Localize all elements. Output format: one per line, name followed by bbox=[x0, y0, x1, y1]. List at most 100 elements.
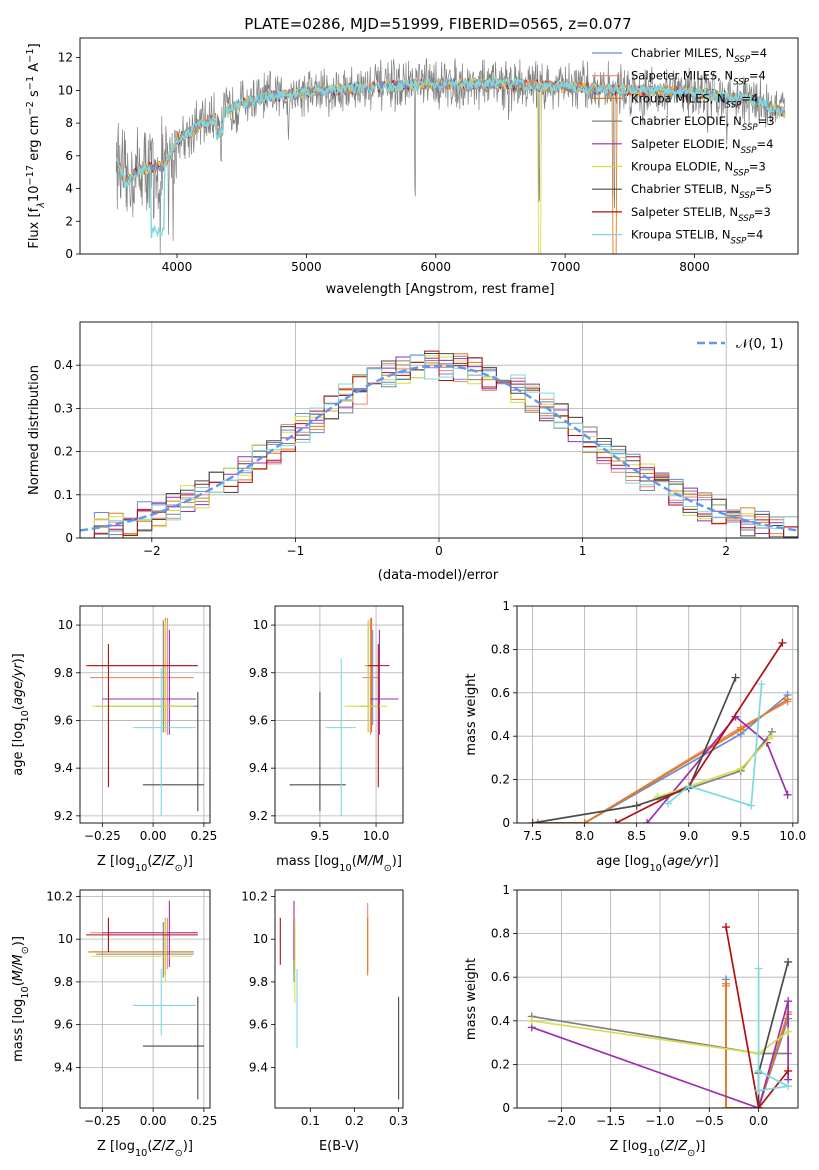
age_vs_Z-axes: −0.25 0.00 0.25 9.2 9.4 9.6 9.8 10 Z [log10(Z/Z⊙… bbox=[11, 605, 218, 874]
weight_vs_age-ytick-label: 0.4 bbox=[491, 729, 510, 743]
age_vs_mass-frame bbox=[274, 605, 404, 824]
residuals-ytick-label: 0.2 bbox=[54, 445, 73, 459]
age_vs_Z-xlabel: Z [log10(Z/Z⊙)] bbox=[97, 854, 193, 874]
residuals-panel: −2 −1 0 1 2 0 0.1 0.2 0.3 0.4 (data-model)/error No… bbox=[27, 321, 799, 583]
age_vs_Z-ytick-label: 10 bbox=[58, 618, 73, 632]
spectrum-ytick-label: 2 bbox=[65, 214, 73, 228]
spectrum-legend: Chabrier MILES, NSSP=4 Salpeter MILES, NS… bbox=[592, 46, 775, 247]
weight-marker-chabrier_stelib bbox=[784, 957, 793, 966]
weight-marker-kroupa_stelib bbox=[754, 1086, 763, 1095]
errorbar-salpeter_stelib bbox=[86, 917, 198, 952]
residuals-ylabel: Normed distribution bbox=[27, 365, 42, 495]
weight-marker-kroupa_miles bbox=[722, 979, 731, 988]
weight_vs_age-ylabel: mass weight bbox=[464, 673, 479, 755]
weight_vs_age-xtick-label: 9.5 bbox=[731, 829, 750, 843]
spectrum-frame bbox=[79, 37, 799, 255]
weight_vs_Z-ytick-label: 1 bbox=[502, 883, 510, 897]
weight_vs_Z-ylabel: mass weight bbox=[464, 958, 479, 1040]
weight_vs_Z-ytick-label: 0.8 bbox=[491, 927, 510, 941]
residuals-frame bbox=[79, 321, 799, 539]
residuals-xtick-label: 2 bbox=[722, 544, 730, 558]
mass_vs_Z-panel: −0.25 0.00 0.25 9.4 9.6 9.8 10 10.2 Z [log10(Z/Z… bbox=[11, 889, 217, 1158]
age_vs_mass-xtick-label: 9.5 bbox=[310, 829, 329, 843]
mass_vs_ebv-axes: 0.1 0.2 0.3 9.4 9.6 9.8 10 10.2 E(B-V) bbox=[241, 889, 408, 1154]
errorbar-chabrier_stelib bbox=[289, 691, 346, 812]
residuals-ytick-label: 0.1 bbox=[54, 488, 73, 502]
legend-label-salpeter_elodie: Salpeter ELODIE, NSSP=4 bbox=[631, 137, 773, 156]
legend-label-kroupa_stelib: Kroupa STELIB, NSSP=4 bbox=[631, 228, 763, 247]
weight-marker-chabrier_stelib bbox=[528, 819, 537, 823]
mass_vs_Z-xtick-label: −0.25 bbox=[84, 1114, 121, 1128]
weight-marker-salpeter_elodie bbox=[784, 997, 793, 1006]
residuals-xtick-label: 0 bbox=[435, 544, 443, 558]
mass_vs_ebv-plot-area bbox=[279, 900, 400, 1100]
mass_vs_Z-ytick-label: 10 bbox=[58, 932, 73, 946]
weight-marker-salpeter_elodie bbox=[643, 819, 652, 823]
mass_vs_ebv-xlabel: E(B-V) bbox=[319, 1139, 359, 1154]
age_vs_mass-xtick-label: 10.0 bbox=[363, 829, 390, 843]
age_vs_Z-xtick-label: 0.25 bbox=[191, 829, 218, 843]
spectrum-model-line-kroupa_elodie bbox=[115, 77, 786, 254]
age_vs_Z-ytick-label: 9.8 bbox=[54, 666, 73, 680]
spectrum-ytick-label: 4 bbox=[65, 182, 73, 196]
mass_vs_ebv-ytick-label: 10 bbox=[253, 932, 268, 946]
spectrum-xtick-label: 7000 bbox=[550, 260, 581, 274]
legend-label-kroupa_elodie: Kroupa ELODIE, NSSP=3 bbox=[631, 160, 766, 179]
weight_vs_Z-ytick-label: 0.6 bbox=[491, 970, 510, 984]
legend-label-chabrier_stelib: Chabrier STELIB, NSSP=5 bbox=[631, 182, 772, 201]
weight_vs_Z-xtick-label: 0.0 bbox=[749, 1114, 768, 1128]
weight_vs_Z-xlabel: Z [log10(Z/Z⊙)] bbox=[610, 1139, 706, 1159]
age_vs_Z-ytick-label: 9.4 bbox=[54, 761, 73, 775]
residuals-xlabel: (data-model)/error bbox=[378, 568, 499, 583]
weight-series-salpeter_stelib bbox=[722, 923, 793, 1108]
weight_vs_age-xtick-label: 7.5 bbox=[523, 829, 542, 843]
spectrum-model-line-kroupa_stelib bbox=[115, 77, 786, 239]
age_vs_Z-ylabel: age [log10(age/yr)] bbox=[11, 653, 31, 776]
spectrum-panel: 4000 5000 6000 7000 8000 0 2 4 6 8 10 12 wavelength … bbox=[25, 37, 799, 297]
residuals-axes: −2 −1 0 1 2 0 0.1 0.2 0.3 0.4 (data-model)/error No… bbox=[27, 321, 799, 583]
errorbar-salpeter_miles bbox=[90, 617, 194, 735]
age_vs_mass-ytick-label: 10 bbox=[253, 618, 268, 632]
legend-label-kroupa_miles: Kroupa MILES, NSSP=4 bbox=[631, 91, 758, 110]
weight-marker-salpeter_stelib bbox=[722, 923, 731, 932]
errorbar-salpeter_elodie bbox=[370, 629, 399, 735]
weight-series-salpeter_elodie bbox=[527, 997, 793, 1108]
gaussian-curve bbox=[80, 364, 798, 532]
residuals-ytick-label: 0 bbox=[65, 531, 73, 545]
errorbar-chabrier_stelib bbox=[142, 691, 204, 812]
weight-marker-salpeter_stelib bbox=[784, 1066, 793, 1075]
weight_vs_Z-ytick-label: 0.2 bbox=[491, 1057, 510, 1071]
age_vs_mass-xlabel: mass [log10(M/M⊙)] bbox=[276, 854, 402, 874]
residuals-ytick-label: 0.3 bbox=[54, 401, 73, 415]
age_vs_mass-ytick-label: 9.4 bbox=[249, 761, 268, 775]
weight-series-kroupa_stelib bbox=[663, 680, 766, 810]
errorbar-chabrier_stelib bbox=[142, 996, 204, 1100]
residuals-xtick-label: −1 bbox=[287, 544, 305, 558]
mass_vs_ebv-frame bbox=[274, 889, 404, 1109]
weight_vs_Z-xtick-label: −2.0 bbox=[547, 1114, 576, 1128]
errorbar-salpeter_stelib bbox=[368, 644, 390, 788]
mass_vs_Z-axes: −0.25 0.00 0.25 9.4 9.6 9.8 10 10.2 Z [log10(Z/Z… bbox=[11, 889, 217, 1158]
spectrum-ytick-label: 6 bbox=[65, 149, 73, 163]
weight_vs_age-xtick-label: 10.0 bbox=[779, 829, 806, 843]
weight_vs_age-xlabel: age [log10(age/yr)] bbox=[596, 854, 719, 874]
mass_vs_Z-xtick-label: 0.25 bbox=[191, 1114, 218, 1128]
spectrum-xlabel: wavelength [Angstrom, rest frame] bbox=[326, 282, 555, 297]
weight_vs_age-plot-area bbox=[528, 638, 792, 823]
spectrum-xtick-label: 8000 bbox=[679, 260, 710, 274]
errorbar-kroupa_stelib bbox=[325, 658, 356, 816]
mass_vs_Z-plot-area bbox=[86, 900, 204, 1100]
errorbar-kroupa_elodie bbox=[344, 620, 388, 733]
weight-marker-kroupa_miles bbox=[533, 819, 542, 823]
mass_vs_ebv-ytick-label: 9.8 bbox=[249, 975, 268, 989]
mass_vs_Z-xtick-label: 0.00 bbox=[140, 1114, 167, 1128]
errorbar-kroupa_stelib bbox=[132, 668, 196, 816]
age_vs_mass-ytick-label: 9.8 bbox=[249, 666, 268, 680]
spectrum-plot-area bbox=[115, 58, 786, 254]
weight_vs_Z-axes: −2.0 −1.5 −1.0 −0.5 0.0 0 0.2 0.4 0.6 0.8 1 Z [log1… bbox=[464, 883, 799, 1159]
weight-marker-kroupa_miles bbox=[736, 725, 745, 734]
errorbar-kroupa_elodie bbox=[92, 620, 194, 733]
spectrum-xtick-label: 4000 bbox=[162, 260, 193, 274]
weight_vs_Z-xtick-label: −1.0 bbox=[645, 1114, 674, 1128]
